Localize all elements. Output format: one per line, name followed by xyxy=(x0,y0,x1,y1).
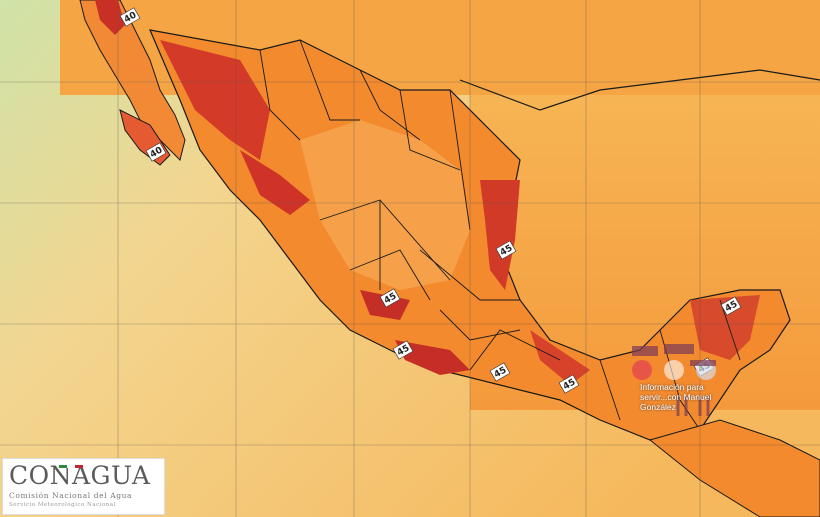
temp-label: 45 xyxy=(495,240,517,260)
watermark-hands-logo xyxy=(632,344,716,416)
baja-california xyxy=(79,0,186,161)
temp-label: 45 xyxy=(720,296,742,316)
sonora-hot-zone xyxy=(160,40,270,160)
central-plateau xyxy=(300,120,470,290)
gulf-coast xyxy=(459,69,820,111)
temp-label: 45 xyxy=(392,340,414,360)
veracruz-hot-zone xyxy=(530,330,590,385)
sinaloa-hot-zone xyxy=(240,150,310,215)
temp-label: 40 xyxy=(145,142,167,162)
state-borders xyxy=(259,39,741,431)
yucatan-hot-zone xyxy=(690,295,760,360)
temp-label: 40 xyxy=(119,7,141,27)
baja-hot-zone xyxy=(95,0,125,35)
temp-label: 45 xyxy=(558,374,580,394)
guerrero-hot-zone xyxy=(395,340,470,375)
logo-service: Servicio Meteorológico Nacional xyxy=(9,502,116,508)
watermark-caption: Información para servir...con Manuel Gon… xyxy=(640,382,712,412)
temp-label: 45 xyxy=(379,288,401,308)
temp-label: 45 xyxy=(489,362,511,382)
logo-subtitle: Comisión Nacional del Agua xyxy=(9,491,133,500)
tamaulipas-hot-zone xyxy=(480,180,520,290)
flag-stripe xyxy=(59,465,83,468)
central-america xyxy=(648,419,820,517)
logo-name: CONAGUA xyxy=(9,461,151,490)
conagua-logo: CONAGUA Comisión Nacional del Agua Servi… xyxy=(2,458,165,515)
